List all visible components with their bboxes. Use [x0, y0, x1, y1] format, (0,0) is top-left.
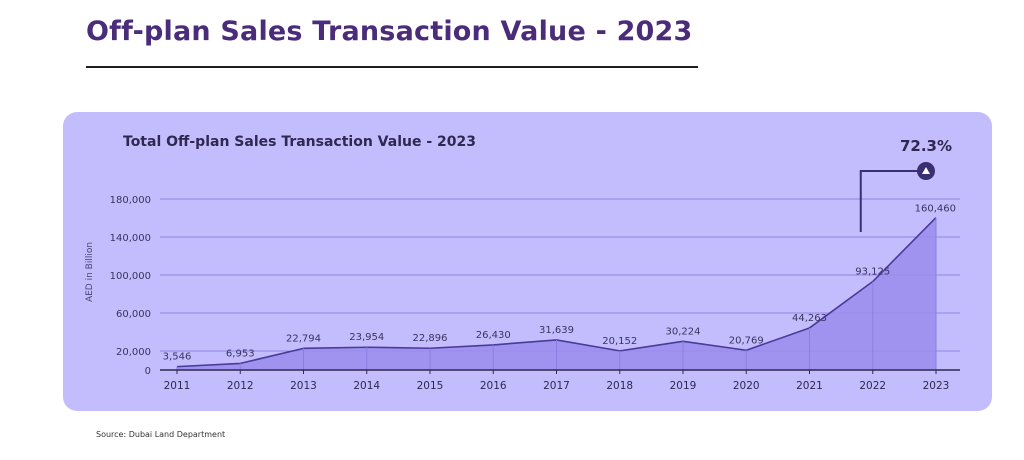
data-label: 23,954 [349, 332, 384, 343]
x-tick-labels: 2011 2012 2013 2014 2015 2016 2017 2018 2019 2020… [164, 380, 950, 392]
data-label: 22,896 [413, 333, 448, 344]
x-tick-label: 2013 [290, 380, 317, 392]
x-tick-label: 2019 [670, 380, 697, 392]
annotation-bracket [859, 170, 918, 232]
data-label: 160,460 [915, 204, 956, 215]
data-label: 20,769 [729, 335, 764, 346]
y-tick-labels: 0 20,000 60,000 100,000 140,000 180,000 [110, 195, 151, 377]
y-tick-label: 20,000 [116, 347, 151, 358]
data-label: 3,546 [163, 352, 192, 363]
y-tick-label: 180,000 [110, 195, 151, 206]
y-tick-label: 60,000 [116, 309, 151, 320]
x-tick-label: 2018 [606, 380, 633, 392]
data-label: 26,430 [476, 330, 511, 341]
title-divider [86, 66, 698, 68]
data-label: 22,794 [286, 333, 321, 344]
x-tick-label: 2022 [859, 380, 886, 392]
x-tick-label: 2021 [796, 380, 823, 392]
x-tick-label: 2017 [543, 380, 570, 392]
data-label: 93,125 [855, 267, 890, 278]
area-fill [177, 217, 936, 370]
x-tick-label: 2012 [227, 380, 254, 392]
drop-lines [176, 217, 937, 370]
up-arrow-icon [917, 162, 935, 180]
x-tick-label: 2011 [164, 380, 191, 392]
x-tick-label: 2023 [923, 380, 950, 392]
data-labels: 3,546 6,953 22,794 23,954 22,896 26,430 31,639… [163, 204, 956, 363]
y-axis-label: AED in Billion [85, 242, 95, 302]
x-tick-label: 2016 [480, 380, 507, 392]
data-label: 6,953 [226, 348, 255, 359]
page-title: Off-plan Sales Transaction Value - 2023 [86, 16, 693, 47]
x-axis [160, 369, 960, 374]
y-tick-label: 0 [145, 366, 151, 377]
data-label: 30,224 [666, 326, 701, 337]
chart-title: Total Off-plan Sales Transaction Value -… [123, 134, 476, 150]
y-tick-label: 100,000 [110, 271, 151, 282]
data-label: 20,152 [602, 336, 637, 347]
data-label: 44,263 [792, 313, 827, 324]
data-label: 31,639 [539, 325, 574, 336]
y-tick-label: 140,000 [110, 233, 151, 244]
x-tick-label: 2014 [353, 380, 380, 392]
x-tick-label: 2020 [733, 380, 760, 392]
growth-annotation: 72.3% [859, 137, 952, 232]
source-note: Source: Dubai Land Department [96, 430, 226, 439]
annotation-value: 72.3% [900, 137, 952, 155]
x-tick-label: 2015 [417, 380, 444, 392]
